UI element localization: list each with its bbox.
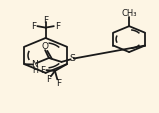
Text: F: F (40, 66, 45, 75)
Text: F: F (46, 74, 52, 83)
Text: N: N (31, 60, 38, 68)
Text: F: F (56, 79, 61, 87)
Text: H: H (32, 65, 38, 74)
Text: CH₃: CH₃ (121, 9, 137, 18)
Text: S: S (69, 54, 76, 63)
Text: O: O (42, 41, 49, 50)
Text: F: F (55, 22, 60, 31)
Text: F: F (43, 16, 48, 25)
Text: F: F (31, 22, 36, 31)
